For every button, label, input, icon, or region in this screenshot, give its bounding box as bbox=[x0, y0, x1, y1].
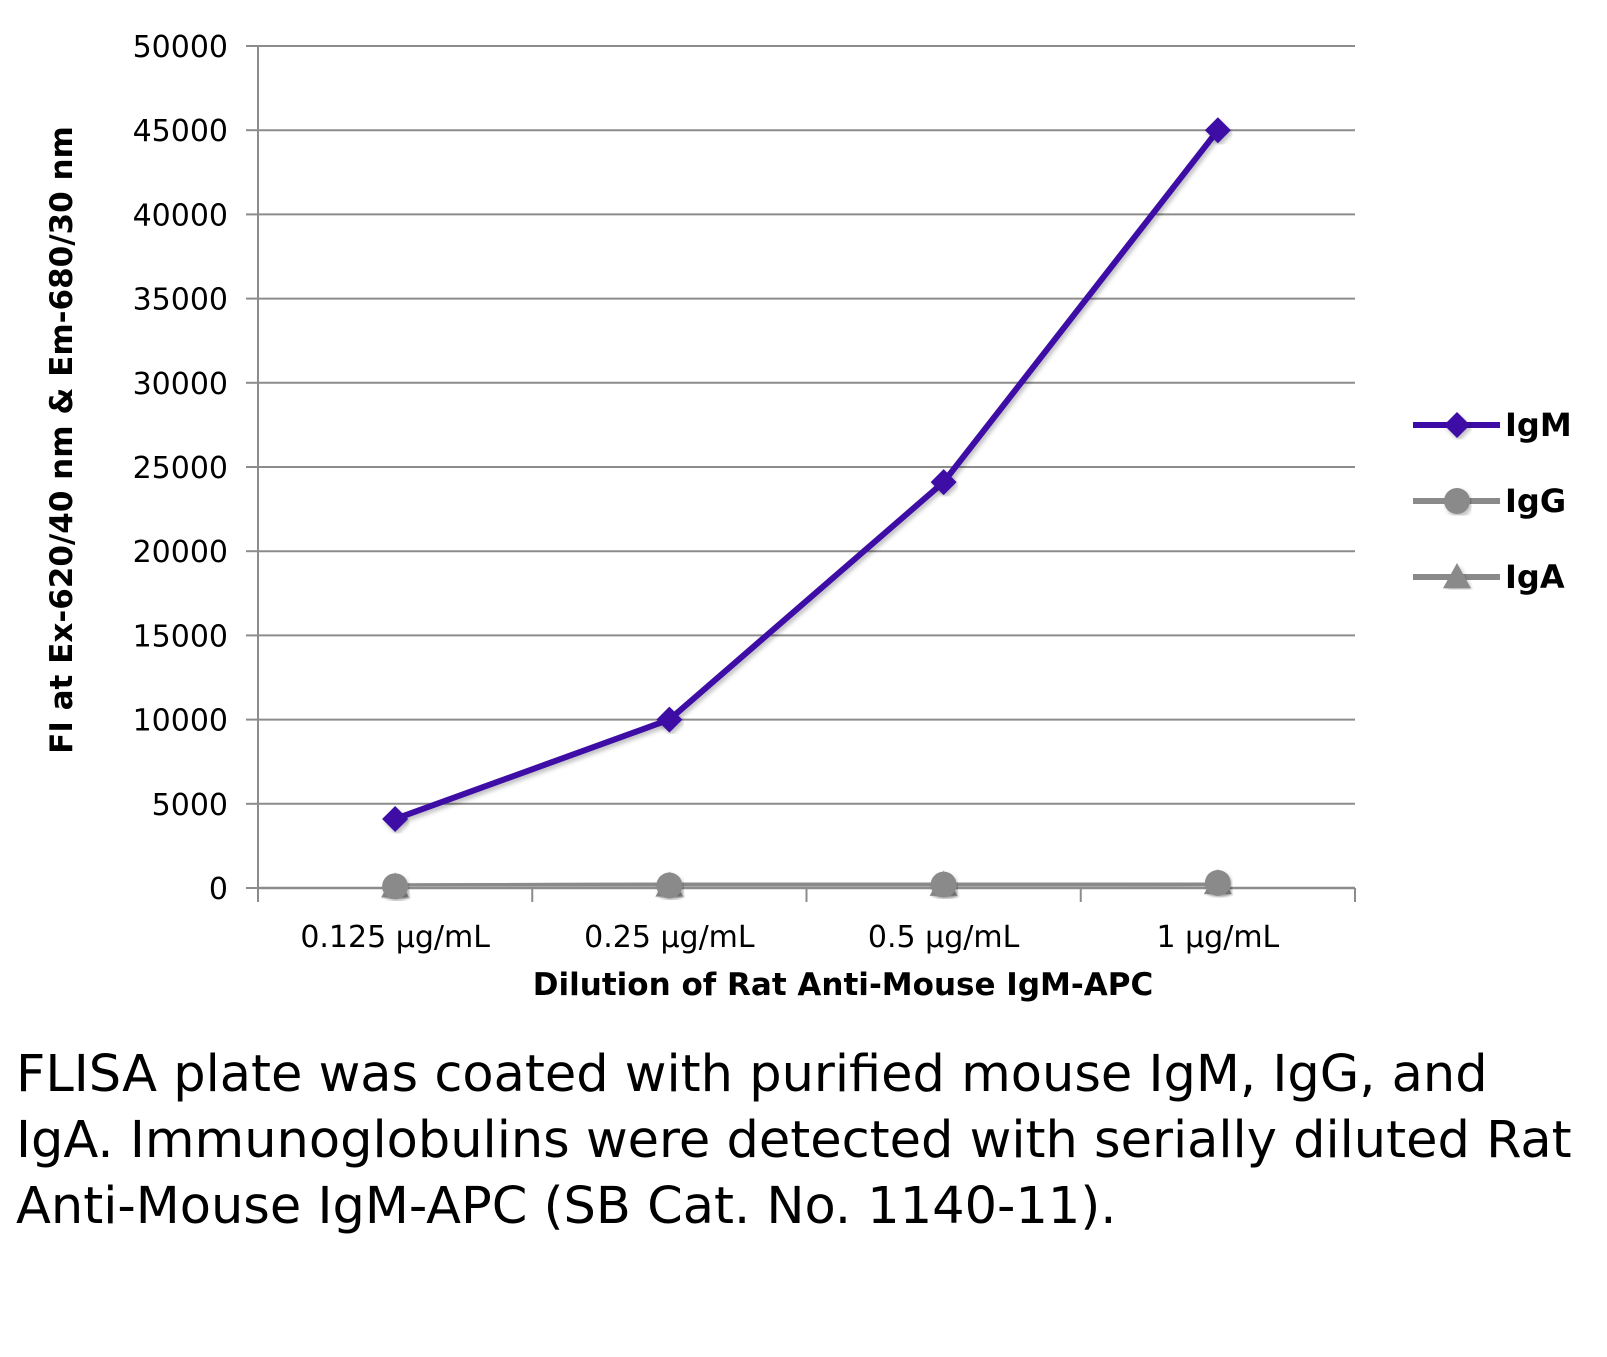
legend-label-igm: IgM bbox=[1505, 406, 1572, 444]
data-point-igm bbox=[656, 706, 683, 733]
y-tick-labels: 0 5000 10000 15000 20000 25000 30000 35000 40000… bbox=[133, 30, 228, 907]
y-tick-label: 40000 bbox=[133, 198, 228, 233]
y-tick-label: 10000 bbox=[133, 704, 228, 739]
y-tick-label: 50000 bbox=[133, 30, 228, 65]
x-tick-label: 0.25 µg/mL bbox=[584, 920, 755, 955]
legend-marker-igm bbox=[1444, 412, 1470, 438]
line-chart: 0 5000 10000 15000 20000 25000 30000 35000 40000… bbox=[44, 30, 1572, 1003]
y-tick-label: 20000 bbox=[133, 535, 228, 570]
grid-lines bbox=[258, 45, 1355, 805]
data-point-igm bbox=[1204, 117, 1231, 144]
y-tick-label: 15000 bbox=[133, 619, 228, 654]
x-tick-labels: 0.125 µg/mL 0.25 µg/mL 0.5 µg/mL 1 µg/mL bbox=[300, 920, 1279, 955]
x-tick-label: 0.5 µg/mL bbox=[868, 920, 1020, 955]
series-line-igg bbox=[395, 879, 1218, 890]
data-point-igg bbox=[382, 873, 409, 900]
data-point-igg bbox=[1204, 869, 1231, 896]
data-point-igm bbox=[382, 805, 409, 832]
series-line-igm bbox=[394, 128, 1221, 822]
x-tick-label: 1 µg/mL bbox=[1156, 920, 1279, 955]
y-tick-label: 45000 bbox=[133, 114, 228, 149]
y-tick-label: 35000 bbox=[133, 283, 228, 318]
y-tick-label: 5000 bbox=[152, 788, 228, 823]
legend-label-iga: IgA bbox=[1505, 558, 1565, 596]
y-tick-label: 30000 bbox=[133, 367, 228, 402]
series-group bbox=[381, 117, 1232, 900]
data-point-igg bbox=[656, 872, 683, 899]
legend-marker-iga bbox=[1443, 563, 1471, 589]
y-axis-title: FI at Ex-620/40 nm & Em-680/30 nm bbox=[44, 126, 80, 754]
data-point-igg bbox=[930, 871, 957, 898]
x-tick-label: 0.125 µg/mL bbox=[300, 920, 490, 955]
data-point-igm bbox=[930, 469, 957, 496]
x-axis-title: Dilution of Rat Anti-Mouse IgM-APC bbox=[533, 967, 1153, 1003]
figure-caption: FLISA plate was coated with purified mou… bbox=[16, 1045, 1572, 1236]
axes bbox=[246, 45, 1356, 902]
y-tick-label: 25000 bbox=[133, 451, 228, 486]
legend-marker-igg bbox=[1444, 488, 1470, 514]
legend-label-igg: IgG bbox=[1505, 482, 1566, 520]
y-tick-label: 0 bbox=[209, 872, 228, 907]
legend: IgM IgG IgA bbox=[1413, 406, 1572, 596]
